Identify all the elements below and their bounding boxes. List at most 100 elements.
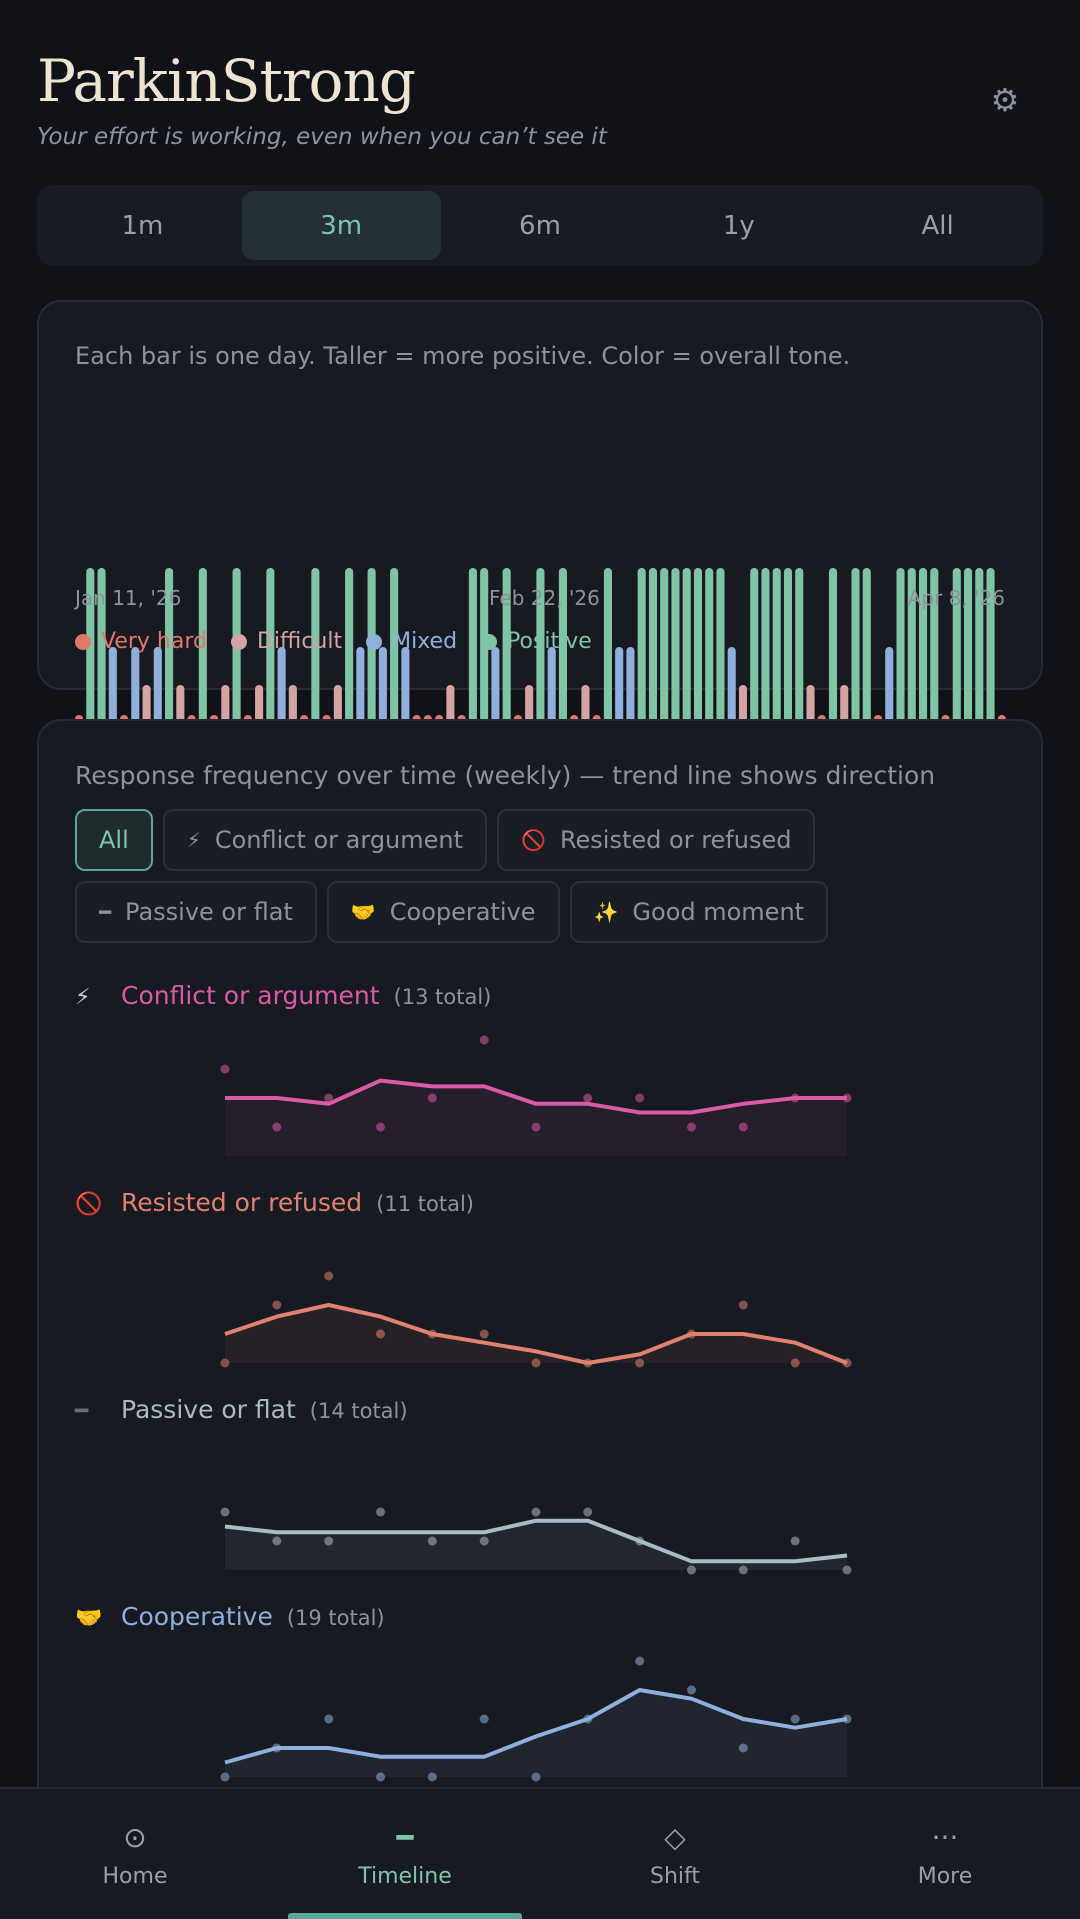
weekly-point [583,1093,593,1103]
chip-label: Conflict or argument [214,826,464,854]
weekly-point [687,1329,696,1339]
day-bar [750,568,759,725]
weekly-point [583,1507,593,1517]
chip-label: Resisted or refused [559,826,792,854]
weekly-point [635,1093,645,1103]
diamond-icon: ◇ [664,1820,686,1854]
day-bar [885,647,894,725]
weekly-point [220,1507,230,1517]
weekly-point [376,1507,385,1517]
weekly-point [687,1122,696,1132]
weekly-point [583,1358,593,1368]
chip-conflict[interactable]: ⚡ Conflict or argument [162,809,488,871]
day-bar [153,647,162,725]
day-bar [795,568,804,725]
legend-label: Very hard [101,629,207,654]
weekly-point [790,1358,800,1368]
weekly-point [324,1536,334,1546]
nav-timeline[interactable]: ━ Timeline [270,1789,540,1919]
chip-resisted[interactable]: 🚫 Resisted or refused [497,809,816,871]
nav-home[interactable]: ⊙ Home [0,1789,270,1919]
weekly-point [220,1358,230,1368]
day-bar [851,568,860,725]
chip-label: All [99,826,129,854]
day-bar [198,568,207,725]
weekly-point [479,1035,489,1045]
day-bar [266,568,275,725]
day-bar [603,568,612,725]
tone-card-description: Each bar is one day. Taller = more posit… [75,342,851,370]
chip-all[interactable]: All [75,809,153,871]
day-bar [705,568,714,725]
sparkles-icon: ✨ [593,900,619,924]
chip-passive[interactable]: ━ Passive or flat [75,881,317,943]
day-bar [975,568,984,725]
weekly-point [790,1536,800,1546]
day-bar [255,685,264,725]
series-total: (13 total) [393,985,492,1009]
trend-line [224,1518,848,1564]
chip-label: Good moment [632,898,805,926]
weekly-point [738,1122,748,1132]
weekly-point [738,1565,748,1575]
range-all[interactable]: All [921,210,954,241]
day-bar [277,647,286,725]
series-total: (14 total) [309,1399,408,1423]
range-selector: 1m 3m 6m 1y All [37,185,1043,266]
series-name: Resisted or refused [121,1188,363,1217]
day-bar [907,568,916,725]
weekly-point [376,1772,385,1782]
legend-mixed: Mixed [366,629,457,654]
lightning-icon: ⚡ [75,985,91,1010]
chip-cooperative[interactable]: 🤝 Cooperative [326,881,560,943]
weekly-point [531,1772,541,1782]
legend-label: Mixed [392,629,458,654]
series-total: (11 total) [376,1192,474,1216]
nav-shift[interactable]: ◇ Shift [540,1789,810,1919]
weekly-point [687,1685,696,1695]
series-cooperative: 🤝 Cooperative (19 total) [75,1602,1009,1802]
weekly-point [842,1565,852,1575]
weekly-point [376,1329,385,1339]
weekly-point [687,1565,696,1575]
gear-icon[interactable]: ⚙ [990,81,1020,119]
trend-area [225,1690,847,1777]
day-bar [738,685,748,725]
day-bar [390,568,399,725]
axis-label-mid: Feb 22, '26 [489,586,600,610]
weekly-point [531,1507,541,1517]
weekly-point [272,1300,282,1310]
weekly-point [531,1358,541,1368]
weekly-point [220,1064,230,1074]
dash-icon: ━ [75,1399,89,1424]
weekly-point [635,1536,645,1546]
more-icon: ··· [931,1820,959,1854]
range-3m[interactable]: 3m [241,191,441,260]
weekly-point [738,1743,748,1753]
range-1m[interactable]: 1m [121,210,164,241]
weekly-point [790,1714,800,1724]
legend-dot [366,633,383,650]
trend-line [224,1688,848,1765]
day-bar [930,568,939,725]
resisted-trend-chart [220,1271,852,1368]
frequency-card: Response frequency over time (weekly) — … [37,719,1043,1919]
nav-more[interactable]: ··· More [810,1789,1080,1919]
range-6m[interactable]: 6m [519,210,561,241]
weekly-point [272,1743,282,1753]
weekly-point [324,1093,334,1103]
day-bar [986,568,995,725]
weekly-point [272,1122,282,1132]
passive-trend-chart [220,1507,852,1575]
nav-label: Home [102,1863,168,1889]
day-bar [142,685,151,725]
legend-dot [230,633,247,650]
day-bar [828,568,838,725]
app-subtitle: Your effort is working, even when you ca… [37,124,607,150]
cooperative-trend-chart [220,1656,852,1782]
day-bar [378,647,387,725]
chip-good-moment[interactable]: ✨ Good moment [569,881,829,943]
nav-label: More [917,1863,973,1889]
range-1y[interactable]: 1y [722,210,755,241]
home-icon: ⊙ [123,1820,147,1854]
